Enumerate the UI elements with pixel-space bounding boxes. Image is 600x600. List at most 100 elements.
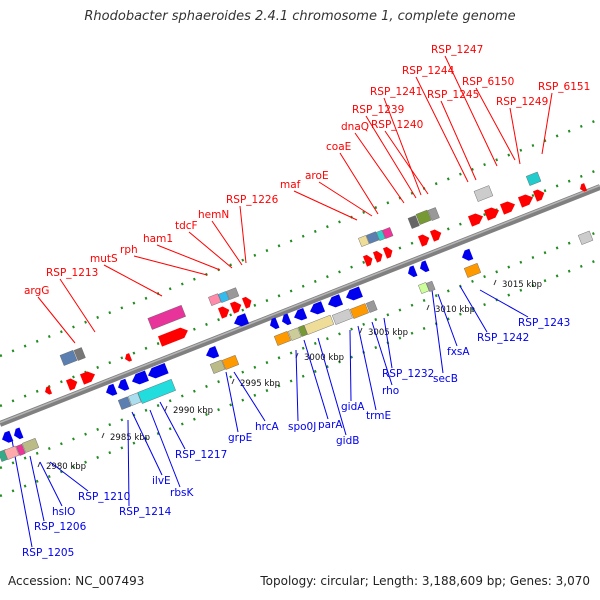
gene-box (221, 354, 240, 370)
gene-box (427, 207, 440, 221)
gene-label-ham1: ham1 (143, 233, 173, 245)
scale-tick-label: 2980 kbp (46, 462, 86, 472)
leader-line (431, 289, 444, 374)
gene-box (463, 262, 482, 278)
gene-box (226, 287, 240, 300)
gene-arrow (532, 189, 545, 202)
gene-box (21, 437, 40, 453)
gene-arrow (14, 427, 24, 440)
gene-arrow (417, 234, 430, 247)
gene-arrow (125, 353, 133, 362)
gene-box (117, 396, 132, 410)
gene-label-gida: gidA (341, 401, 365, 413)
gene-label-rbsk: rbsK (170, 487, 194, 499)
gene-features (0, 171, 594, 462)
gene-label-rsp_1249: RSP_1249 (496, 96, 548, 108)
gene-box (331, 308, 353, 325)
leader-line (509, 107, 521, 165)
gene-box (407, 215, 420, 229)
gene-box (147, 304, 186, 330)
leader-line (383, 317, 393, 369)
gene-arrow (241, 296, 252, 309)
gene-label-hemn: hemN (198, 209, 229, 221)
chromosome-backbone (0, 184, 600, 427)
gene-arrow (483, 207, 500, 221)
gene-arrow (79, 371, 96, 385)
backbone-line (0, 184, 600, 427)
leader-line (188, 231, 233, 269)
leader-line (357, 325, 377, 411)
gene-box (577, 230, 594, 245)
gene-label-rsp_1213: RSP_1213 (46, 267, 98, 279)
leader-line (437, 293, 458, 347)
leader-line (318, 181, 373, 217)
gene-arrow (282, 313, 292, 326)
gene-label-rho: rho (382, 385, 399, 397)
gene-box (297, 324, 308, 337)
gene-box (3, 445, 20, 460)
gene-arrow (517, 194, 534, 208)
tick-mark (493, 279, 497, 286)
gene-arrow (229, 301, 242, 314)
gene-arrow (157, 327, 188, 347)
gene-label-rsp_6151: RSP_6151 (538, 81, 590, 93)
scale-tick-label: 3015 kbp (502, 280, 542, 290)
leader-line (440, 100, 477, 181)
gene-label-argg: argG (24, 285, 49, 297)
gene-box (127, 392, 142, 406)
tick-mark (231, 378, 235, 385)
leader-line (59, 278, 96, 333)
gene-arrow (217, 306, 230, 319)
tick-mark (359, 327, 363, 334)
scale-tick-label: 3010 kbp (435, 305, 475, 315)
gene-arrow (429, 229, 442, 242)
gene-arrow (294, 307, 308, 321)
leader-line (39, 461, 63, 507)
leader-line (211, 220, 243, 266)
gene-label-rsp_1242: RSP_1242 (477, 332, 529, 344)
gene-arrow (65, 378, 78, 391)
gene-label-rsp_1226: RSP_1226 (226, 194, 279, 206)
gene-label-dnaq: dnaQ (341, 121, 369, 133)
gene-arrow (408, 265, 418, 278)
gene-arrow (382, 246, 393, 259)
topology-text: Topology: circular; Length: 3,188,609 bp… (260, 574, 590, 588)
gene-label-rsp_1247: RSP_1247 (431, 44, 483, 56)
leader-line (293, 190, 358, 221)
leader-line (349, 329, 352, 402)
leader-line (233, 371, 266, 422)
gene-arrow (346, 286, 363, 301)
leader-line (159, 401, 186, 450)
leader-line (239, 205, 247, 264)
leader-line (156, 244, 221, 271)
gene-box (209, 359, 226, 374)
gene-label-rsp_1241: RSP_1241 (370, 86, 422, 98)
gene-label-rsp_1244: RSP_1244 (402, 65, 455, 77)
gene-box (73, 347, 86, 361)
gene-box (376, 229, 386, 241)
leader-line (541, 92, 553, 155)
leader-line (303, 339, 329, 420)
gene-label-rsp_1239: RSP_1239 (352, 104, 404, 116)
accession-text: Accession: NC_007493 (8, 574, 145, 588)
leader-line (365, 115, 417, 199)
gene-box (59, 349, 78, 366)
leader-line (103, 264, 163, 297)
gene-arrow (118, 378, 130, 391)
tick-mark (101, 432, 105, 439)
gene-label-rsp_1245: RSP_1245 (427, 89, 479, 101)
gene-arrow (328, 294, 344, 308)
gene-arrow (462, 248, 474, 261)
gene-box (303, 314, 335, 335)
gene-label-para: parA (318, 419, 343, 431)
gene-label-rsp_1243: RSP_1243 (518, 317, 570, 329)
gene-box (366, 231, 380, 244)
leader-line (127, 419, 130, 507)
gene-label-spo0j: spo0J (288, 421, 316, 433)
leader-line (131, 411, 163, 476)
gene-box (137, 378, 176, 404)
gene-box (525, 171, 542, 186)
gene-label-rsp_1240: RSP_1240 (371, 119, 423, 131)
